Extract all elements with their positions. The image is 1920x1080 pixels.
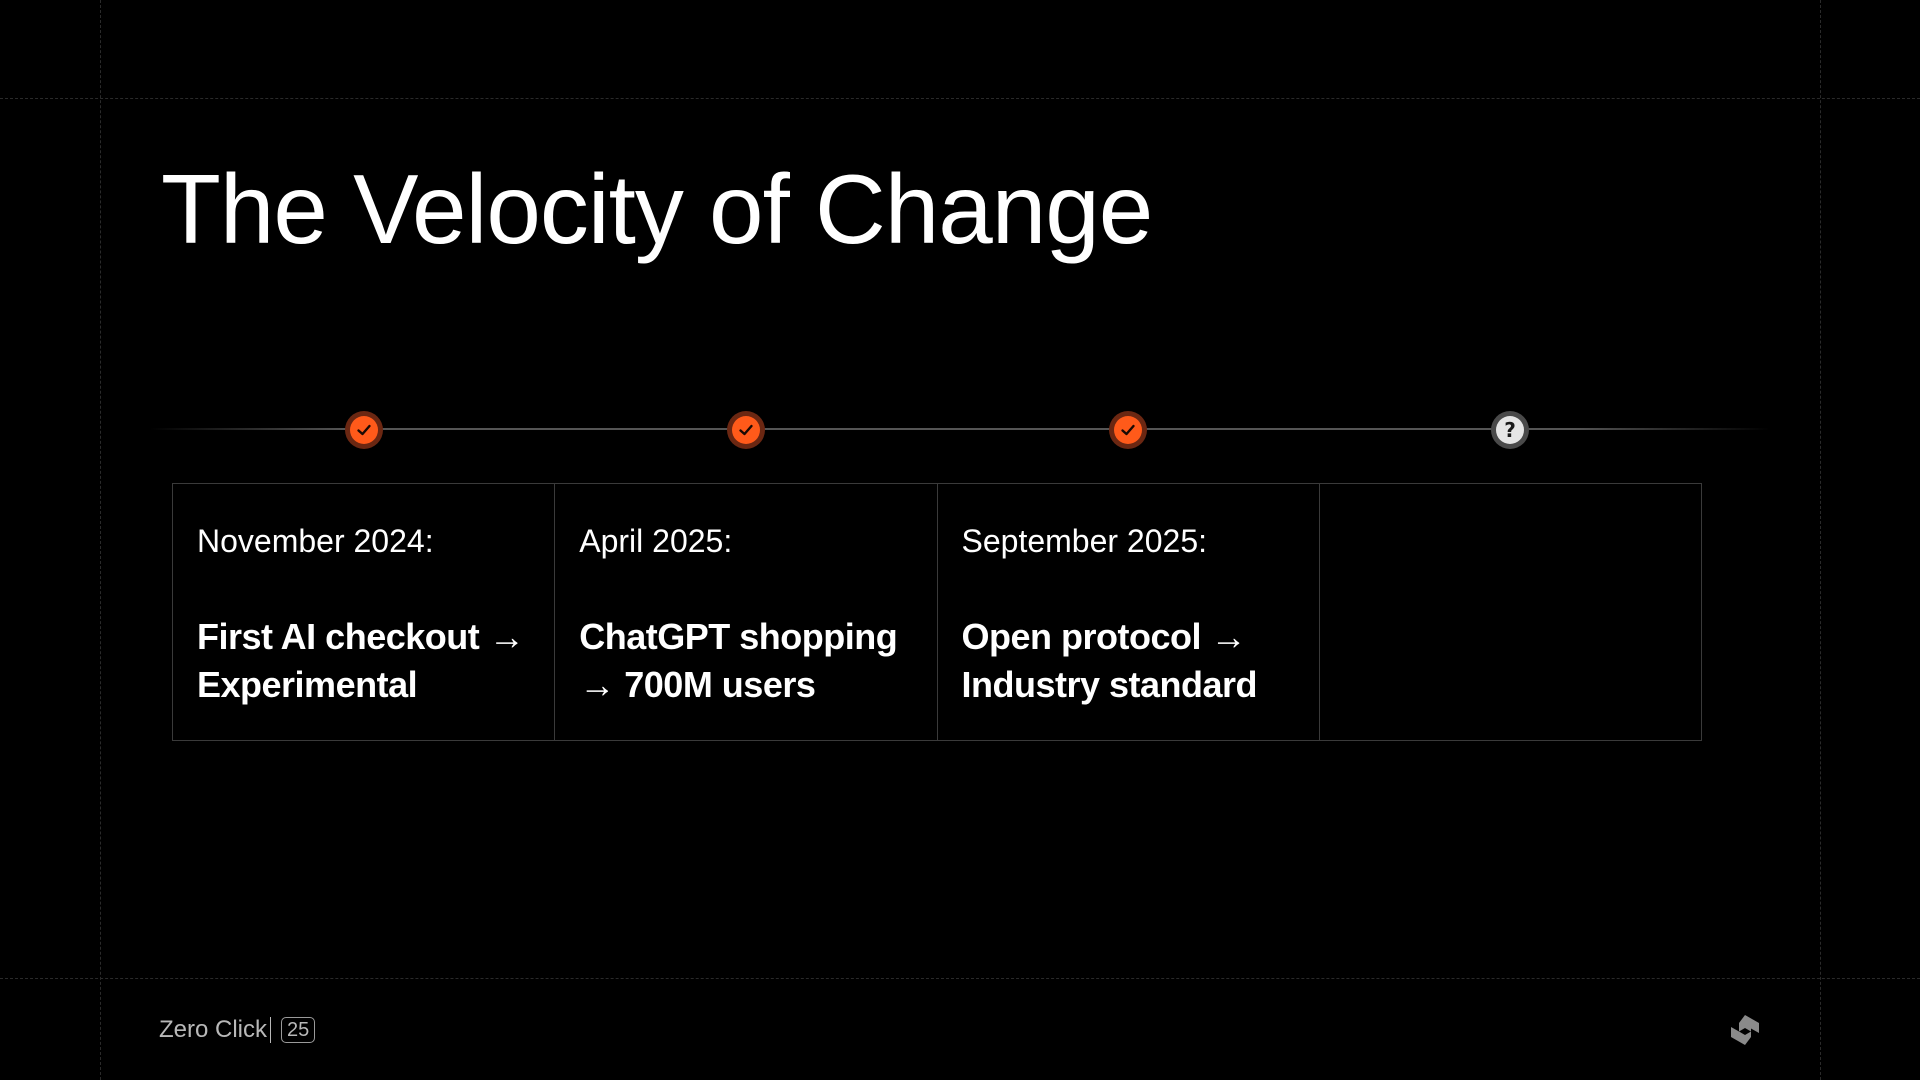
milestone-marker-1 [345,411,383,449]
milestone-marker-3 [1109,411,1147,449]
guide-line-top [0,98,1920,99]
milestone-card: September 2025: Open protocol → Industry… [938,484,1320,740]
guide-line-bottom [0,978,1920,979]
milestone-date: April 2025: [579,523,733,559]
milestone-card: November 2024: First AI checkout → Exper… [173,484,556,740]
page-number: 25 [281,1017,316,1043]
milestone-date: November 2024: [197,523,434,559]
guide-line-left [100,0,101,1080]
milestone-marker-4: ? [1491,411,1529,449]
footer-brand-name: Zero Click [159,1016,268,1043]
milestone-date: September 2025: [961,523,1208,559]
question-icon: ? [1496,416,1524,444]
footer-brand: Zero Click 25 [159,1016,316,1044]
brand-logo-icon [1728,1013,1762,1047]
milestone-text: ChatGPT shopping → 700M users [579,616,898,706]
milestone-cards: November 2024: First AI checkout → Exper… [172,483,1702,741]
check-icon [732,416,760,444]
timeline-line [150,428,1770,430]
milestone-card: April 2025: ChatGPT shopping → 700M user… [555,484,938,740]
footer-separator [270,1017,272,1043]
milestone-marker-2 [727,411,765,449]
check-icon [1114,416,1142,444]
milestone-text: Open protocol → Industry standard [961,616,1258,706]
milestone-card-empty [1320,484,1701,740]
slide-title: The Velocity of Change [161,154,1153,264]
guide-line-right [1820,0,1821,1080]
milestone-text: First AI checkout → Experimental [197,616,525,706]
check-icon [350,416,378,444]
